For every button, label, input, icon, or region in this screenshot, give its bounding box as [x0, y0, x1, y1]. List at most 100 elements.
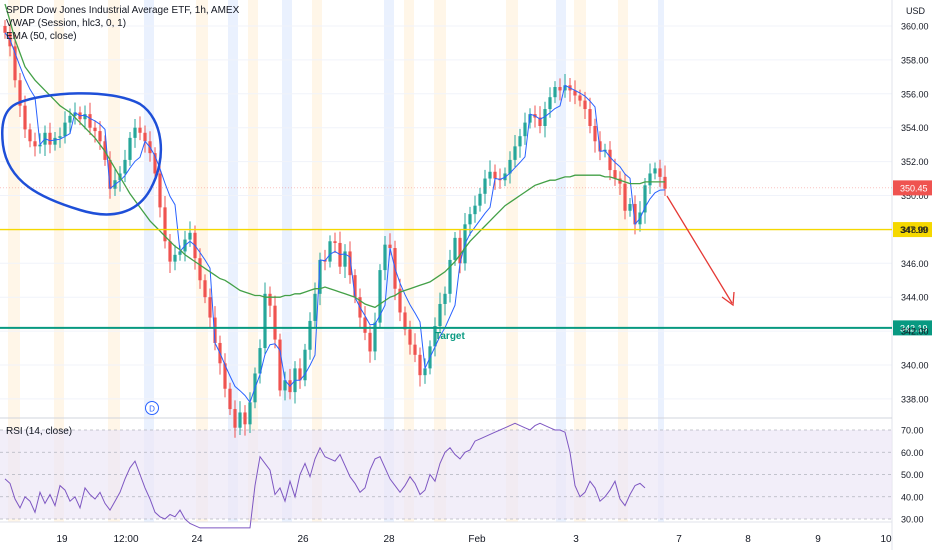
candle-body	[593, 126, 597, 142]
candle-body	[178, 251, 182, 255]
hand-drawn-circle[interactable]	[1, 92, 163, 216]
ema-legend[interactable]: EMA (50, close)	[6, 31, 77, 42]
candle-body	[663, 176, 667, 189]
candle-body	[438, 303, 442, 327]
candle-body	[613, 170, 617, 179]
candle-body	[28, 129, 32, 142]
candle-body	[13, 46, 17, 81]
price-axis-labels: 360.00 358.00 356.00 354.00 352.00 350.00 348.…	[901, 22, 929, 405]
candle-body	[563, 85, 567, 91]
candle-body	[583, 100, 587, 110]
last-price-marker: 350.45	[0, 180, 932, 196]
candle-body	[363, 317, 367, 333]
candle-body	[63, 122, 67, 137]
time-tick-label: 24	[191, 534, 203, 545]
dividend-marker[interactable]: D	[145, 401, 159, 415]
candle-body	[133, 127, 137, 138]
candle-body	[138, 127, 142, 133]
candle-body	[93, 127, 97, 132]
session-band	[618, 0, 628, 522]
price-tick-label: 340.00	[901, 361, 929, 371]
time-tick-label: 10	[880, 534, 892, 545]
price-tick-label: 352.00	[901, 157, 929, 167]
candle-body	[203, 280, 207, 298]
candle-body	[248, 402, 252, 425]
candle-body	[328, 241, 332, 262]
candle-body	[523, 122, 527, 137]
currency-label: USD	[906, 6, 926, 16]
time-tick-label: 28	[383, 534, 395, 545]
candle-body	[558, 87, 562, 91]
session-band	[8, 0, 20, 522]
candle-body	[538, 117, 542, 127]
candle-body	[623, 183, 627, 211]
candle-body	[333, 241, 337, 243]
session-band	[658, 0, 664, 522]
time-tick-label: 26	[297, 534, 309, 545]
candle-body	[53, 137, 57, 145]
candle-body	[588, 109, 592, 127]
forecast-arrow[interactable]	[666, 195, 735, 307]
dividend-marker-circle[interactable]	[145, 401, 159, 415]
candle-body	[598, 141, 602, 152]
candle-body	[578, 95, 582, 101]
candle-body	[268, 293, 272, 306]
time-tick-label: Feb	[468, 534, 486, 545]
candle-body	[493, 171, 497, 179]
vwap-line	[4, 32, 666, 404]
candle-body	[353, 275, 357, 298]
candle-body	[243, 412, 247, 425]
candle-body	[88, 114, 92, 128]
candle-body	[3, 26, 7, 33]
candle-body	[388, 244, 392, 249]
session-band	[54, 0, 64, 522]
candle-body	[313, 293, 317, 321]
candle-body	[648, 173, 652, 186]
candle-body	[163, 207, 167, 242]
candle-body	[258, 348, 262, 374]
candle-body	[278, 339, 282, 391]
candle-body	[303, 349, 307, 381]
candle-body	[508, 159, 512, 174]
time-tick-label: 7	[676, 534, 682, 545]
circle-annotation[interactable]	[1, 92, 163, 216]
arrow-shaft[interactable]	[666, 195, 733, 304]
rsi-tick-label: 40.00	[901, 492, 924, 502]
candle-body	[443, 293, 447, 304]
candle-body	[658, 168, 662, 177]
candle-body	[308, 320, 312, 350]
candle-body	[213, 317, 217, 343]
price-tick-label: 354.00	[901, 123, 929, 133]
time-tick-label: 9	[815, 534, 821, 545]
candle-body	[58, 136, 62, 138]
candle-body	[643, 185, 647, 213]
candle-body	[488, 171, 492, 179]
candle-body	[468, 214, 472, 225]
candle-body	[513, 146, 517, 160]
session-band	[312, 0, 322, 522]
candle-body	[633, 203, 637, 225]
price-tick-label: 338.00	[901, 394, 929, 404]
candle-body	[318, 259, 322, 294]
candle-body	[483, 178, 487, 194]
time-axis-labels: 19 12:00 24 26 28 Feb 3 7 8 9 10	[56, 534, 892, 545]
candle-body	[383, 244, 387, 271]
candle-body	[68, 115, 72, 123]
candle-body	[413, 344, 417, 355]
rsi-line	[4, 422, 646, 529]
session-bands	[8, 0, 664, 522]
candle-body	[458, 237, 462, 264]
vwap-legend[interactable]: VWAP (Session, hlc3, 0, 1)	[6, 18, 127, 29]
candle-body	[83, 114, 87, 120]
symbol-title: SPDR Dow Jones Industrial Average ETF, 1…	[6, 5, 240, 16]
candle-body	[348, 251, 352, 276]
time-tick-label: 12:00	[113, 534, 138, 545]
candle-body	[553, 87, 557, 98]
arrow-head[interactable]	[721, 291, 735, 307]
session-band	[144, 0, 154, 522]
price-tick-label: 342.00	[901, 327, 929, 337]
candle-body	[153, 153, 157, 174]
candle-body	[283, 380, 287, 391]
candle-body	[368, 332, 372, 352]
